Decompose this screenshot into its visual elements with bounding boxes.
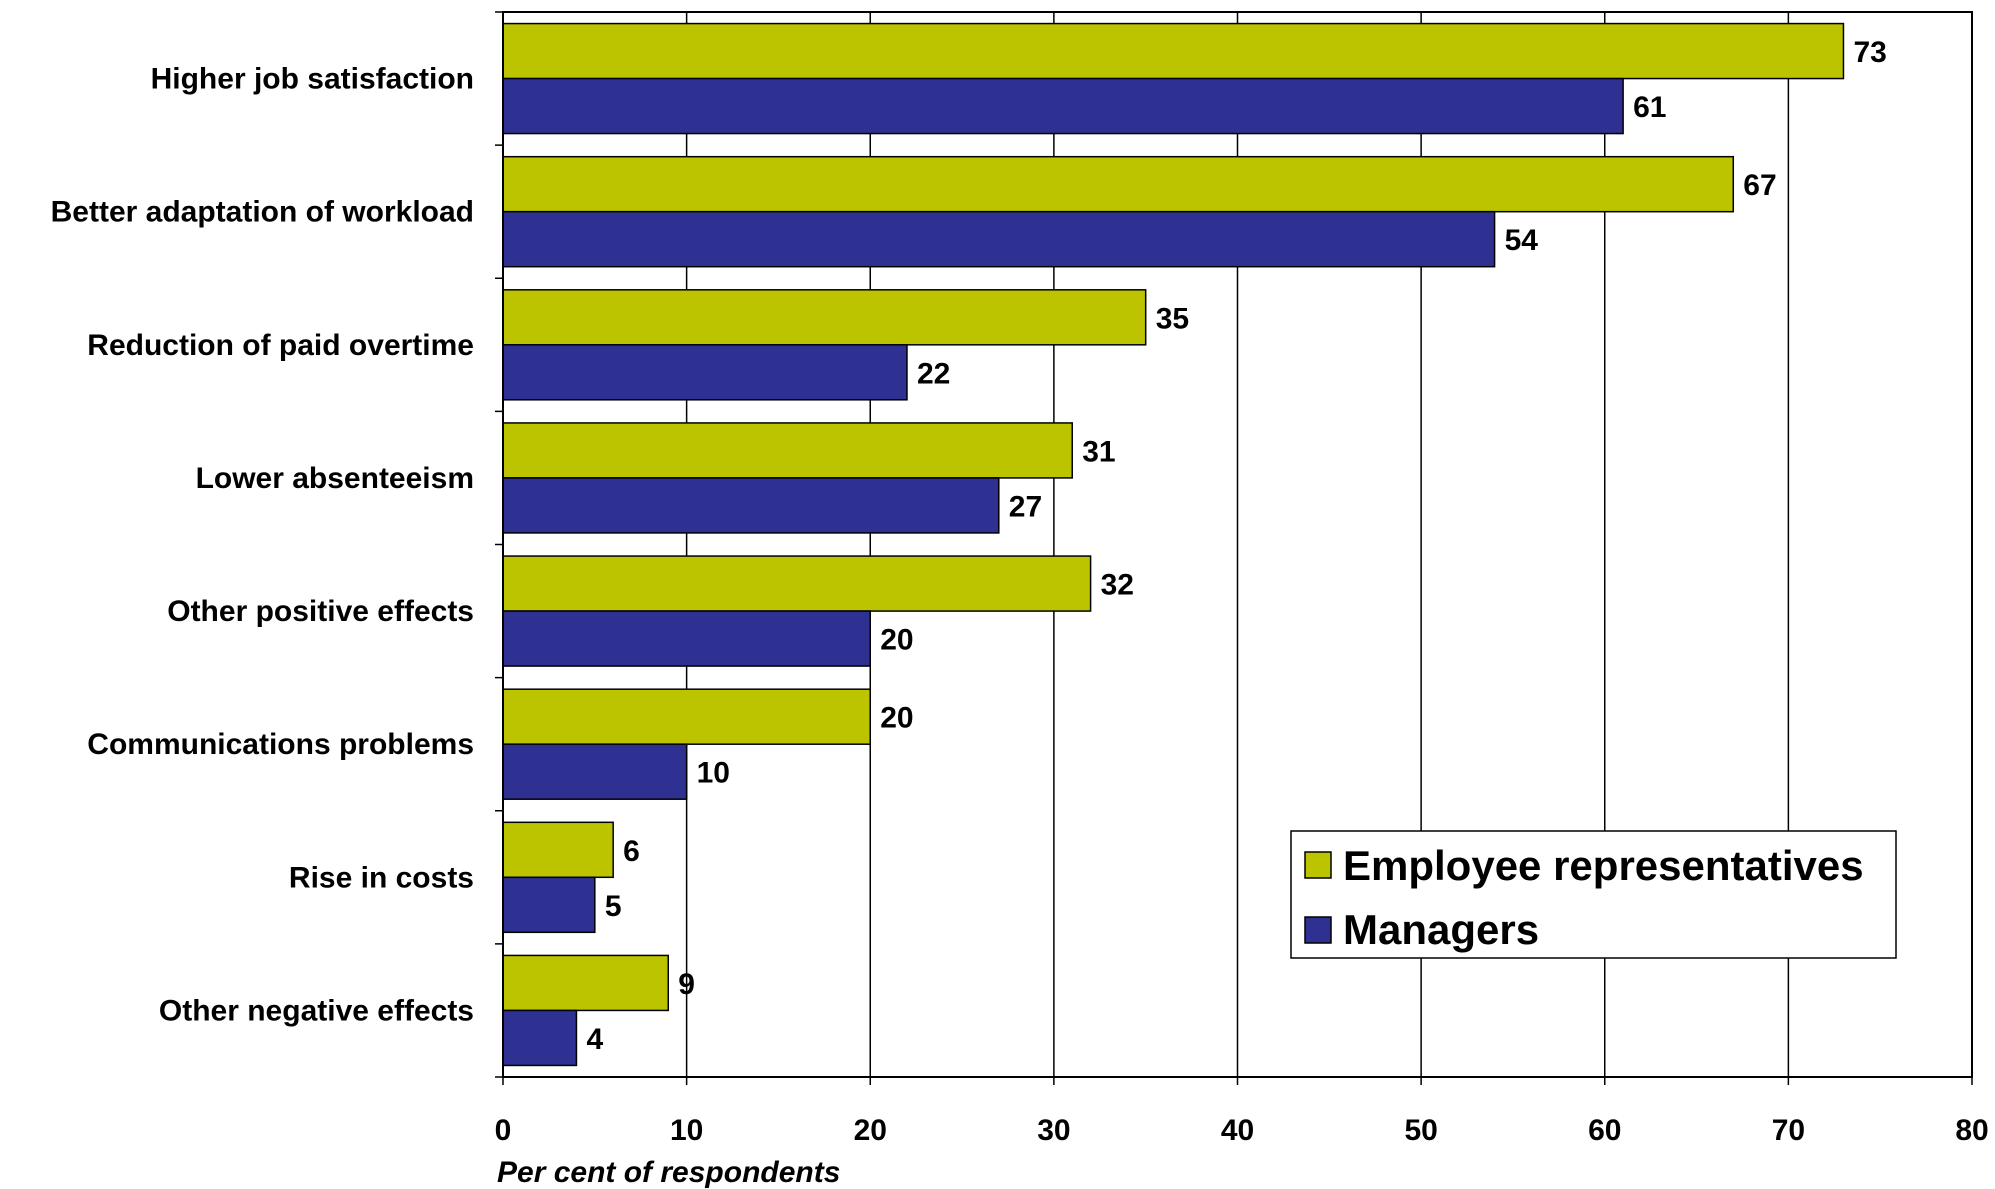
bars <box>502 22 1845 1067</box>
bar <box>502 22 1845 80</box>
value-label: 10 <box>697 757 730 790</box>
x-tick-label: 60 <box>1588 1114 1621 1147</box>
x-tick-label: 70 <box>1772 1114 1805 1147</box>
bar <box>502 821 614 879</box>
value-label: 61 <box>1633 91 1666 124</box>
x-tick-label: 80 <box>1955 1114 1988 1147</box>
x-tick-label: 50 <box>1404 1114 1437 1147</box>
category-label: Rise in costs <box>289 861 474 894</box>
legend-box <box>1290 830 1897 959</box>
legend: Employee representatives Managers <box>1290 830 1897 959</box>
x-axis-title: Per cent of respondents <box>497 1156 840 1189</box>
bar <box>502 555 1092 612</box>
x-tick-label: 0 <box>495 1114 512 1147</box>
bar <box>502 344 908 401</box>
category-label: Better adaptation of workload <box>51 196 474 229</box>
category-label: Higher job satisfaction <box>151 63 474 96</box>
bar <box>502 688 871 745</box>
legend-label-employee-representatives: Employee representatives <box>1343 842 1864 889</box>
value-label: 4 <box>586 1023 603 1056</box>
value-label: 6 <box>623 835 640 868</box>
category-label: Other positive effects <box>167 595 474 628</box>
legend-swatch-managers <box>1304 916 1332 944</box>
value-label: 5 <box>605 890 622 923</box>
bar <box>502 477 1000 534</box>
value-label: 73 <box>1853 36 1886 69</box>
value-label: 31 <box>1082 435 1115 468</box>
x-tick-label: 20 <box>854 1114 887 1147</box>
x-tick-label: 30 <box>1037 1114 1070 1147</box>
x-tick-label: 10 <box>670 1114 703 1147</box>
x-tick-label: 40 <box>1221 1114 1254 1147</box>
bar <box>502 876 596 934</box>
legend-swatch-employee-representatives <box>1304 851 1332 879</box>
legend-label-managers: Managers <box>1343 906 1539 953</box>
value-label: 20 <box>880 624 913 657</box>
value-label: 27 <box>1009 490 1042 523</box>
value-label: 22 <box>917 357 950 390</box>
bar <box>502 210 1496 268</box>
value-label: 9 <box>678 968 695 1001</box>
axes <box>495 11 1973 1085</box>
labels: 0 10 20 30 40 50 60 70 80 Higher job satisfaction… <box>51 36 1989 1147</box>
category-label: Lower absenteeism <box>196 462 474 495</box>
bar <box>502 743 688 800</box>
category-label: Reduction of paid overtime <box>87 329 474 362</box>
category-label: Communications problems <box>87 728 474 761</box>
bar <box>502 77 1624 135</box>
value-label: 67 <box>1743 169 1776 202</box>
bar <box>502 289 1147 346</box>
bar <box>502 1009 578 1067</box>
value-label: 54 <box>1505 224 1539 257</box>
bar <box>502 610 871 667</box>
bar <box>502 954 670 1012</box>
value-label: 20 <box>880 702 913 735</box>
category-label: Other negative effects <box>159 994 474 1027</box>
bar <box>502 155 1735 213</box>
value-label: 32 <box>1101 569 1134 602</box>
value-label: 35 <box>1156 302 1189 335</box>
bar <box>502 422 1073 479</box>
